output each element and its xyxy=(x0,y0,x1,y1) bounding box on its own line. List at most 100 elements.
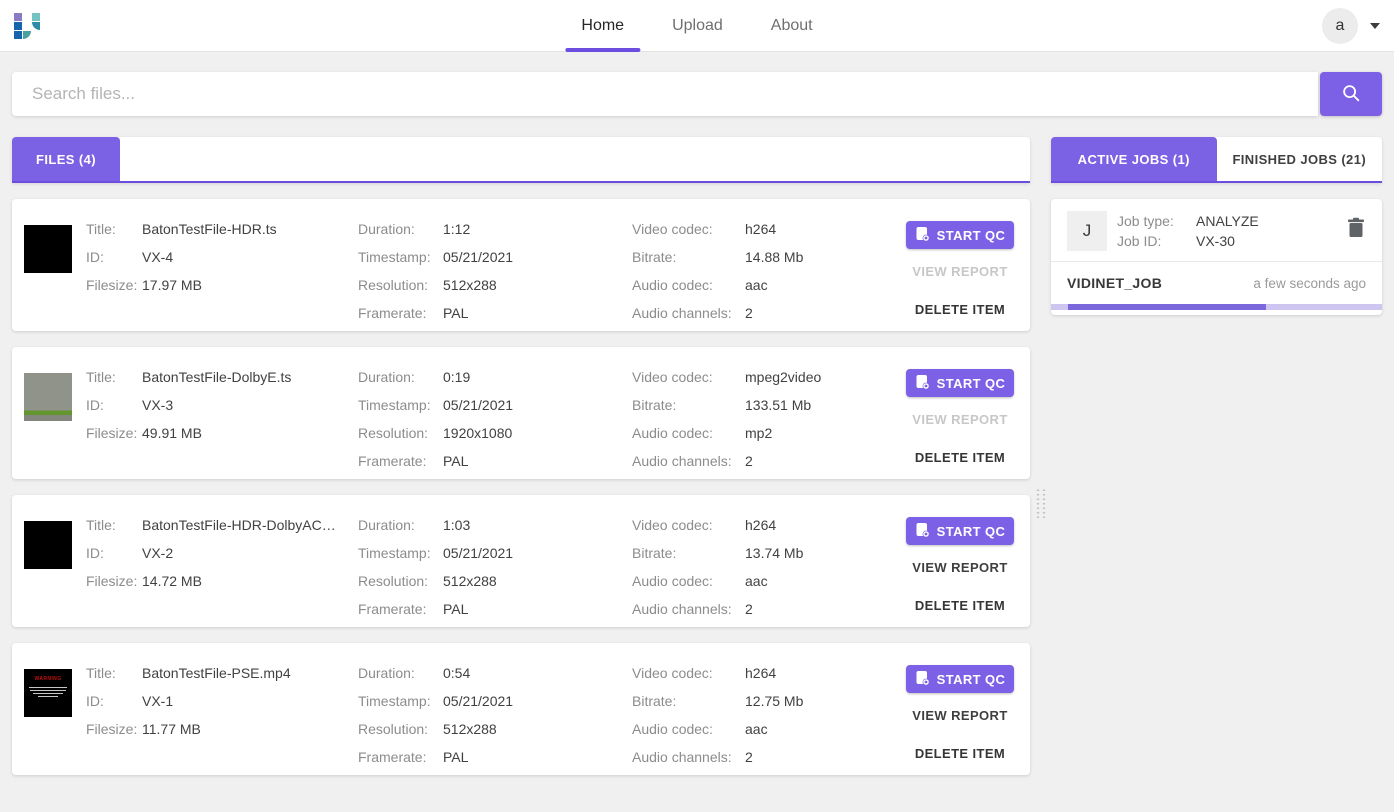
search-input[interactable] xyxy=(12,72,1318,116)
start-qc-button[interactable]: START QC xyxy=(906,665,1014,693)
filesize-label: Filesize: xyxy=(86,425,138,441)
qc-badge-icon xyxy=(915,670,930,689)
framerate-label: Framerate: xyxy=(358,453,427,469)
delete-item-button[interactable]: DELETE ITEM xyxy=(914,450,1006,465)
trash-icon xyxy=(1346,217,1366,242)
file-thumbnail xyxy=(24,225,72,273)
tab-files[interactable]: FILES (4) xyxy=(12,137,120,181)
file-audio-channels: 2 xyxy=(745,453,753,469)
file-size: 17.97 MB xyxy=(142,277,202,293)
job-id-label: Job ID: xyxy=(1117,233,1162,249)
file-audio-codec: mp2 xyxy=(745,425,773,441)
file-id: VX-4 xyxy=(142,249,174,265)
view-report-button[interactable]: VIEW REPORT xyxy=(912,708,1008,723)
file-audio-codec: aac xyxy=(745,277,768,293)
file-audio-channels: 2 xyxy=(745,749,753,765)
panel-resize-handle[interactable] xyxy=(1034,488,1047,520)
file-card: Title: BatonTestFile-HDR-DolbyAC3… ID: V… xyxy=(12,495,1030,627)
file-framerate: PAL xyxy=(443,601,469,617)
duration-label: Duration: xyxy=(358,369,415,385)
filesize-label: Filesize: xyxy=(86,277,138,293)
id-label: ID: xyxy=(86,545,104,561)
job-name: VIDINET_JOB xyxy=(1067,275,1163,291)
view-report-button[interactable]: VIEW REPORT xyxy=(912,412,1008,427)
duration-label: Duration: xyxy=(358,665,415,681)
job-type-value: ANALYZE xyxy=(1196,213,1259,229)
file-timestamp: 05/21/2021 xyxy=(443,545,514,561)
file-id: VX-1 xyxy=(142,693,174,709)
chevron-down-icon[interactable] xyxy=(1370,23,1380,29)
bitrate-label: Bitrate: xyxy=(632,693,677,709)
file-timestamp: 05/21/2021 xyxy=(443,693,514,709)
file-card: Title: BatonTestFile-DolbyE.ts ID: VX-3 … xyxy=(12,347,1030,479)
nav-item-about[interactable]: About xyxy=(770,17,813,34)
start-qc-button[interactable]: START QC xyxy=(906,369,1014,397)
file-thumbnail: WARNING xyxy=(24,669,72,717)
bitrate-label: Bitrate: xyxy=(632,249,677,265)
file-thumbnail xyxy=(24,373,72,421)
file-size: 49.91 MB xyxy=(142,425,202,441)
file-framerate: PAL xyxy=(443,305,469,321)
file-duration: 0:19 xyxy=(443,369,471,385)
file-audio-codec: aac xyxy=(745,573,768,589)
file-size: 14.72 MB xyxy=(142,573,202,589)
delete-job-button[interactable] xyxy=(1344,215,1368,243)
tab-finished-jobs[interactable]: FINISHED JOBS (21) xyxy=(1232,151,1367,167)
tab-active-jobs[interactable]: ACTIVE JOBS (1) xyxy=(1051,137,1217,181)
delete-item-button[interactable]: DELETE ITEM xyxy=(914,302,1006,317)
file-thumbnail xyxy=(24,521,72,569)
nav-item-upload[interactable]: Upload xyxy=(672,17,723,34)
framerate-label: Framerate: xyxy=(358,601,427,617)
file-bitrate: 12.75 Mb xyxy=(745,693,804,709)
view-report-button[interactable]: VIEW REPORT xyxy=(912,560,1008,575)
title-label: Title: xyxy=(86,221,116,237)
audio-channels-label: Audio channels: xyxy=(632,305,732,321)
jobs-tab-strip: ACTIVE JOBS (1) FINISHED JOBS (21) xyxy=(1051,137,1382,183)
title-label: Title: xyxy=(86,369,116,385)
search-button[interactable] xyxy=(1320,72,1382,116)
file-timestamp: 05/21/2021 xyxy=(443,397,514,413)
audio-channels-label: Audio channels: xyxy=(632,749,732,765)
file-video-codec: h264 xyxy=(745,665,777,681)
start-qc-label: START QC xyxy=(936,523,1006,539)
delete-item-button[interactable]: DELETE ITEM xyxy=(914,746,1006,761)
file-duration: 1:03 xyxy=(443,517,471,533)
delete-item-button[interactable]: DELETE ITEM xyxy=(914,598,1006,613)
app-header: Home Upload About a xyxy=(0,0,1394,52)
main-nav: Home Upload About xyxy=(557,0,836,52)
resolution-label: Resolution: xyxy=(358,425,429,441)
app-logo-icon[interactable] xyxy=(14,12,40,39)
nav-item-home[interactable]: Home xyxy=(565,0,640,52)
timestamp-label: Timestamp: xyxy=(358,693,431,709)
timestamp-label: Timestamp: xyxy=(358,397,431,413)
file-id: VX-2 xyxy=(142,545,174,561)
resolution-label: Resolution: xyxy=(358,277,429,293)
audio-codec-label: Audio codec: xyxy=(632,425,713,441)
file-duration: 1:12 xyxy=(443,221,471,237)
audio-codec-label: Audio codec: xyxy=(632,721,713,737)
timestamp-label: Timestamp: xyxy=(358,249,431,265)
bitrate-label: Bitrate: xyxy=(632,397,677,413)
framerate-label: Framerate: xyxy=(358,305,427,321)
title-label: Title: xyxy=(86,665,116,681)
job-progress-fill xyxy=(1067,304,1267,310)
view-report-button[interactable]: VIEW REPORT xyxy=(912,264,1008,279)
resolution-label: Resolution: xyxy=(358,573,429,589)
resolution-label: Resolution: xyxy=(358,721,429,737)
file-title: BatonTestFile-HDR-DolbyAC3… xyxy=(142,517,342,533)
job-progress-bar xyxy=(1051,304,1382,310)
start-qc-button[interactable]: START QC xyxy=(906,221,1014,249)
file-framerate: PAL xyxy=(443,453,469,469)
job-time-ago: a few seconds ago xyxy=(1253,275,1366,291)
start-qc-button[interactable]: START QC xyxy=(906,517,1014,545)
file-duration: 0:54 xyxy=(443,665,471,681)
start-qc-label: START QC xyxy=(936,227,1006,243)
file-resolution: 1920x1080 xyxy=(443,425,513,441)
user-avatar[interactable]: a xyxy=(1322,8,1358,44)
bitrate-label: Bitrate: xyxy=(632,545,677,561)
filesize-label: Filesize: xyxy=(86,573,138,589)
id-label: ID: xyxy=(86,397,104,413)
duration-label: Duration: xyxy=(358,517,415,533)
file-card: Title: BatonTestFile-HDR.ts ID: VX-4 Fil… xyxy=(12,199,1030,331)
timestamp-label: Timestamp: xyxy=(358,545,431,561)
